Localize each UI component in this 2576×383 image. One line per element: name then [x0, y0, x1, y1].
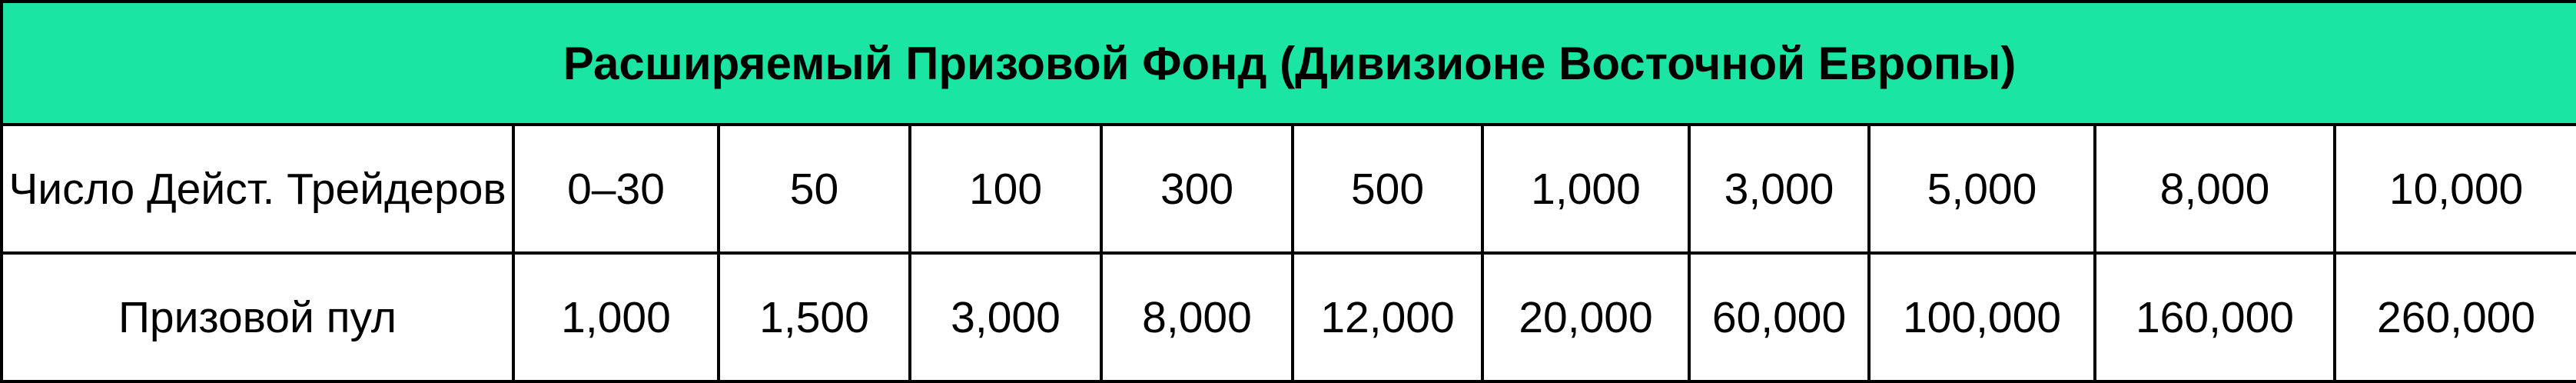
prize-pool-cell: 12,000 [1291, 251, 1484, 383]
prize-pool-cell: 160,000 [2093, 251, 2336, 383]
trader-count-cell: 1,000 [1481, 123, 1691, 255]
row-header-prize-pool: Призовой пул [0, 251, 515, 383]
trader-count-cell: 500 [1291, 123, 1484, 255]
prize-pool-cell: 100,000 [1867, 251, 2096, 383]
trader-count-cell: 8,000 [2093, 123, 2336, 255]
trader-count-cell: 10,000 [2332, 123, 2576, 255]
row-header-traders: Число Дейст. Трейдеров [0, 123, 515, 255]
prize-pool-cell: 60,000 [1688, 251, 1871, 383]
prize-pool-cell: 3,000 [908, 251, 1103, 383]
table-row-prize-pool: Призовой пул 1,000 1,500 3,000 8,000 12,… [0, 251, 2576, 383]
trader-count-cell: 300 [1100, 123, 1294, 255]
prize-pool-cell: 260,000 [2332, 251, 2576, 383]
table-title: Расширяемый Призовой Фонд (Дивизионе Вос… [0, 0, 2576, 126]
prize-pool-cell: 20,000 [1481, 251, 1691, 383]
prize-pool-cell: 1,000 [512, 251, 720, 383]
trader-count-cell: 100 [908, 123, 1103, 255]
title-row: Расширяемый Призовой Фонд (Дивизионе Вос… [0, 0, 2576, 126]
prize-pool-cell: 8,000 [1100, 251, 1294, 383]
trader-count-cell: 3,000 [1688, 123, 1871, 255]
prize-pool-cell: 1,500 [717, 251, 911, 383]
trader-count-cell: 0–30 [512, 123, 720, 255]
table-row-traders: Число Дейст. Трейдеров 0–30 50 100 300 5… [0, 123, 2576, 255]
trader-count-cell: 5,000 [1867, 123, 2096, 255]
trader-count-cell: 50 [717, 123, 911, 255]
